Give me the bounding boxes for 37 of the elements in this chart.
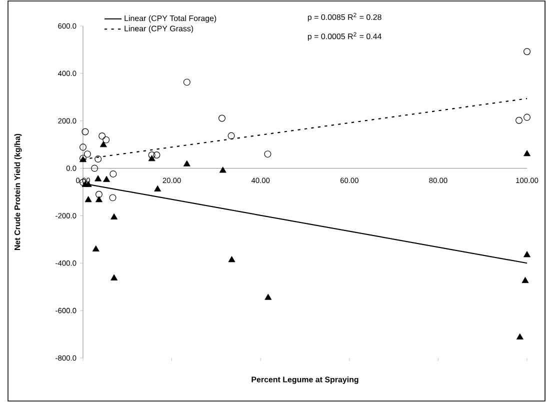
point	[183, 160, 190, 166]
point	[94, 175, 102, 182]
point	[153, 152, 160, 158]
point	[228, 256, 236, 262]
point	[524, 150, 530, 156]
point	[524, 114, 530, 121]
point	[109, 194, 116, 202]
point	[98, 132, 106, 140]
point	[522, 276, 529, 284]
point	[96, 196, 102, 202]
point	[84, 150, 91, 158]
point	[100, 141, 107, 148]
point	[524, 48, 530, 56]
point	[264, 294, 272, 300]
point	[183, 78, 190, 86]
point	[516, 116, 523, 124]
point	[80, 144, 86, 151]
point	[524, 251, 530, 258]
point	[91, 164, 98, 172]
point	[264, 150, 272, 158]
point	[228, 132, 235, 140]
point	[94, 156, 102, 163]
point	[103, 176, 110, 182]
point	[92, 245, 100, 252]
point	[95, 190, 102, 198]
point	[84, 196, 92, 202]
point	[148, 152, 156, 158]
point	[154, 185, 162, 192]
point	[110, 170, 117, 178]
point	[218, 114, 226, 122]
point	[102, 136, 110, 144]
point	[516, 333, 524, 340]
point	[82, 128, 89, 136]
point	[110, 213, 118, 220]
point	[110, 274, 118, 280]
point	[219, 166, 226, 173]
point	[148, 155, 156, 162]
